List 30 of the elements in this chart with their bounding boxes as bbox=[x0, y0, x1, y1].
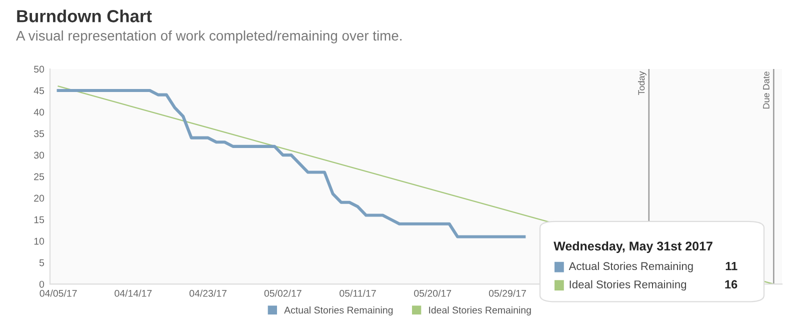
x-tick-label: 05/02/17 bbox=[264, 290, 302, 297]
annotation: 16 bbox=[725, 280, 738, 289]
legend-label: Ideal Stories Remaining bbox=[429, 306, 531, 316]
y-tick-label: 45 bbox=[34, 87, 44, 94]
y-tick-label: 30 bbox=[34, 152, 44, 159]
x-tick-label: 05/20/17 bbox=[414, 290, 452, 297]
annotation: 11 bbox=[726, 262, 738, 270]
y-tick-label: 35 bbox=[34, 130, 44, 138]
ref-line-label: Due Date bbox=[763, 72, 770, 109]
chart-subtitle: A visual representation of work completed/remaining over time. bbox=[16, 30, 402, 44]
annotation: Actual Stories Remaining bbox=[568, 262, 693, 272]
y-tick-label: 15 bbox=[34, 216, 44, 224]
y-tick-label: 20 bbox=[34, 194, 44, 202]
x-tick-label: 05/29/17 bbox=[488, 290, 526, 297]
y-tick-label: 25 bbox=[34, 173, 44, 180]
annotation: Ideal Stories Remaining bbox=[570, 280, 686, 291]
legend-label: Actual Stories Remaining bbox=[284, 306, 393, 316]
y-tick-label: 0 bbox=[39, 280, 44, 288]
annotation: Wednesday, May 31st 2017 bbox=[554, 241, 712, 253]
x-tick-label: 04/23/17 bbox=[190, 290, 226, 297]
x-tick-label: 04/05/17 bbox=[40, 290, 77, 297]
y-tick-label: 5 bbox=[39, 259, 44, 266]
y-tick-label: 10 bbox=[34, 238, 44, 245]
x-tick-label: 04/14/17 bbox=[114, 290, 152, 297]
y-tick-label: 40 bbox=[34, 108, 44, 116]
x-tick-label: 05/11/17 bbox=[340, 290, 376, 297]
y-tick-label: 50 bbox=[34, 66, 44, 73]
chart-title: Burndown Chart bbox=[17, 10, 152, 22]
line-series bbox=[56, 88, 526, 238]
ref-line-label: Today bbox=[638, 71, 646, 96]
